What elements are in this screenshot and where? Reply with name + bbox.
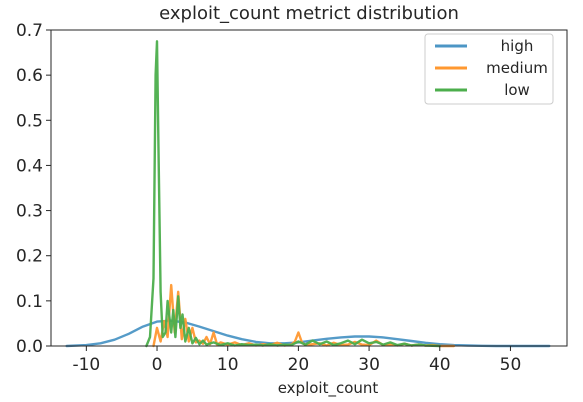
series-layer	[65, 40, 551, 348]
y-axis: 0.0 0.1 0.2 0.3 0.4 0.5 0.6 0.7	[16, 21, 51, 357]
plot-frame	[50, 29, 568, 347]
y-tick-label: 0.3	[16, 202, 43, 222]
legend-label: high	[501, 37, 534, 55]
x-tick-label: 50	[500, 355, 522, 375]
y-tick-label: 0.0	[16, 337, 43, 357]
legend-box	[424, 33, 554, 105]
x-axis-label: exploit_count	[278, 379, 379, 398]
y-tick-label: 0.6	[16, 66, 43, 86]
x-axis: -10 0 10 20 30 40 50	[72, 346, 521, 375]
series-line-medium	[152, 283, 456, 348]
y-tick-label: 0.5	[16, 111, 43, 131]
x-tick-label: 10	[217, 355, 239, 375]
chart-title: exploit_count metrict distribution	[159, 3, 459, 24]
y-tick-label: 0.1	[16, 292, 43, 312]
y-tick-label: 0.4	[16, 156, 43, 176]
series-line-low	[145, 40, 441, 348]
x-tick-label: 40	[429, 355, 451, 375]
legend-label: low	[504, 81, 530, 99]
y-tick-label: 0.2	[16, 247, 43, 267]
x-tick-label: 0	[152, 355, 163, 375]
y-tick-label: 0.7	[16, 21, 43, 41]
x-tick-label: 30	[358, 355, 380, 375]
x-tick-label: 20	[288, 355, 310, 375]
legend-label: medium	[486, 59, 548, 77]
x-tick-label: -10	[72, 355, 100, 375]
legend: high medium low	[424, 33, 554, 105]
